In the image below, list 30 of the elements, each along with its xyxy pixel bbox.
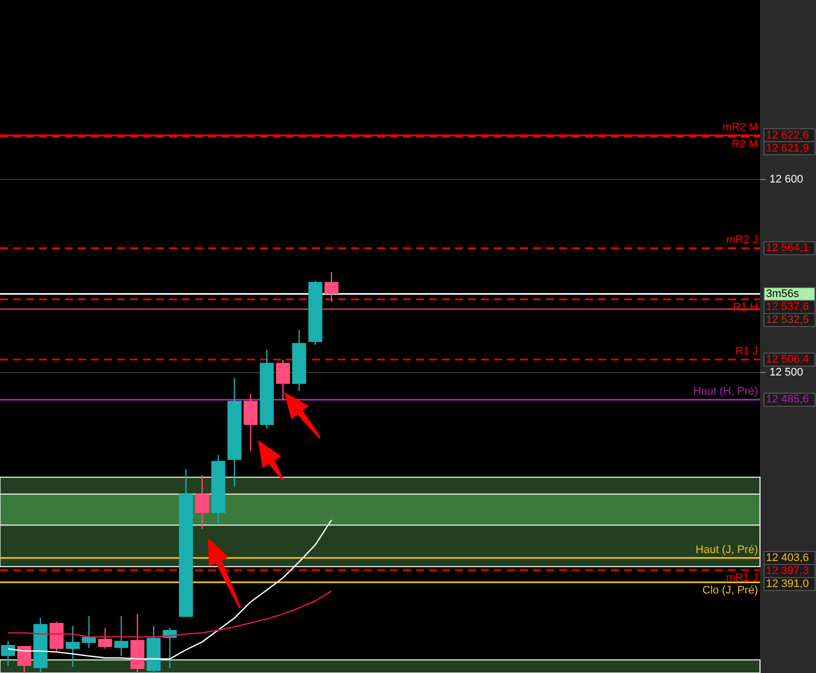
- ref-line-label: Haut (J, Pré): [696, 544, 758, 556]
- text: 12 622,6: [766, 129, 809, 142]
- y-tick-label: 12 500: [770, 366, 804, 378]
- ref-line-label: Clo (J, Pré): [702, 584, 758, 596]
- text: 12 621,9: [766, 142, 809, 154]
- text: 12 564,1: [766, 242, 809, 254]
- y-tick-label: 12 600: [770, 173, 804, 186]
- ref-line-label: mR2 J: [726, 234, 758, 246]
- ref-line-label: R2 M: [732, 138, 758, 151]
- text: 12 391,0: [766, 578, 809, 590]
- text: 12 537,6: [766, 300, 809, 313]
- text: 12 506,4: [766, 354, 809, 366]
- candlestick: [195, 474, 210, 530]
- ref-line-label: R1 J: [735, 346, 758, 358]
- ref-line-label: mR2 M: [722, 121, 758, 134]
- candlestick: [82, 615, 96, 649]
- candlestick: [98, 627, 112, 650]
- text: 3m56s: [766, 288, 800, 300]
- text: 12 397,3: [766, 564, 809, 577]
- candlestick: [276, 359, 290, 400]
- candlestick: [1, 640, 16, 666]
- ref-line-label: Haut (H, Pré): [693, 386, 758, 398]
- candlestick: [324, 271, 338, 302]
- text: 12 485,6: [766, 394, 809, 406]
- candlestick: [66, 625, 80, 668]
- candlestick: [114, 615, 128, 657]
- ref-line-label: mR1 J: [726, 572, 758, 584]
- text: 12 532,5: [766, 314, 809, 326]
- candlestick: [17, 645, 32, 673]
- text: 12 403,6: [766, 552, 809, 564]
